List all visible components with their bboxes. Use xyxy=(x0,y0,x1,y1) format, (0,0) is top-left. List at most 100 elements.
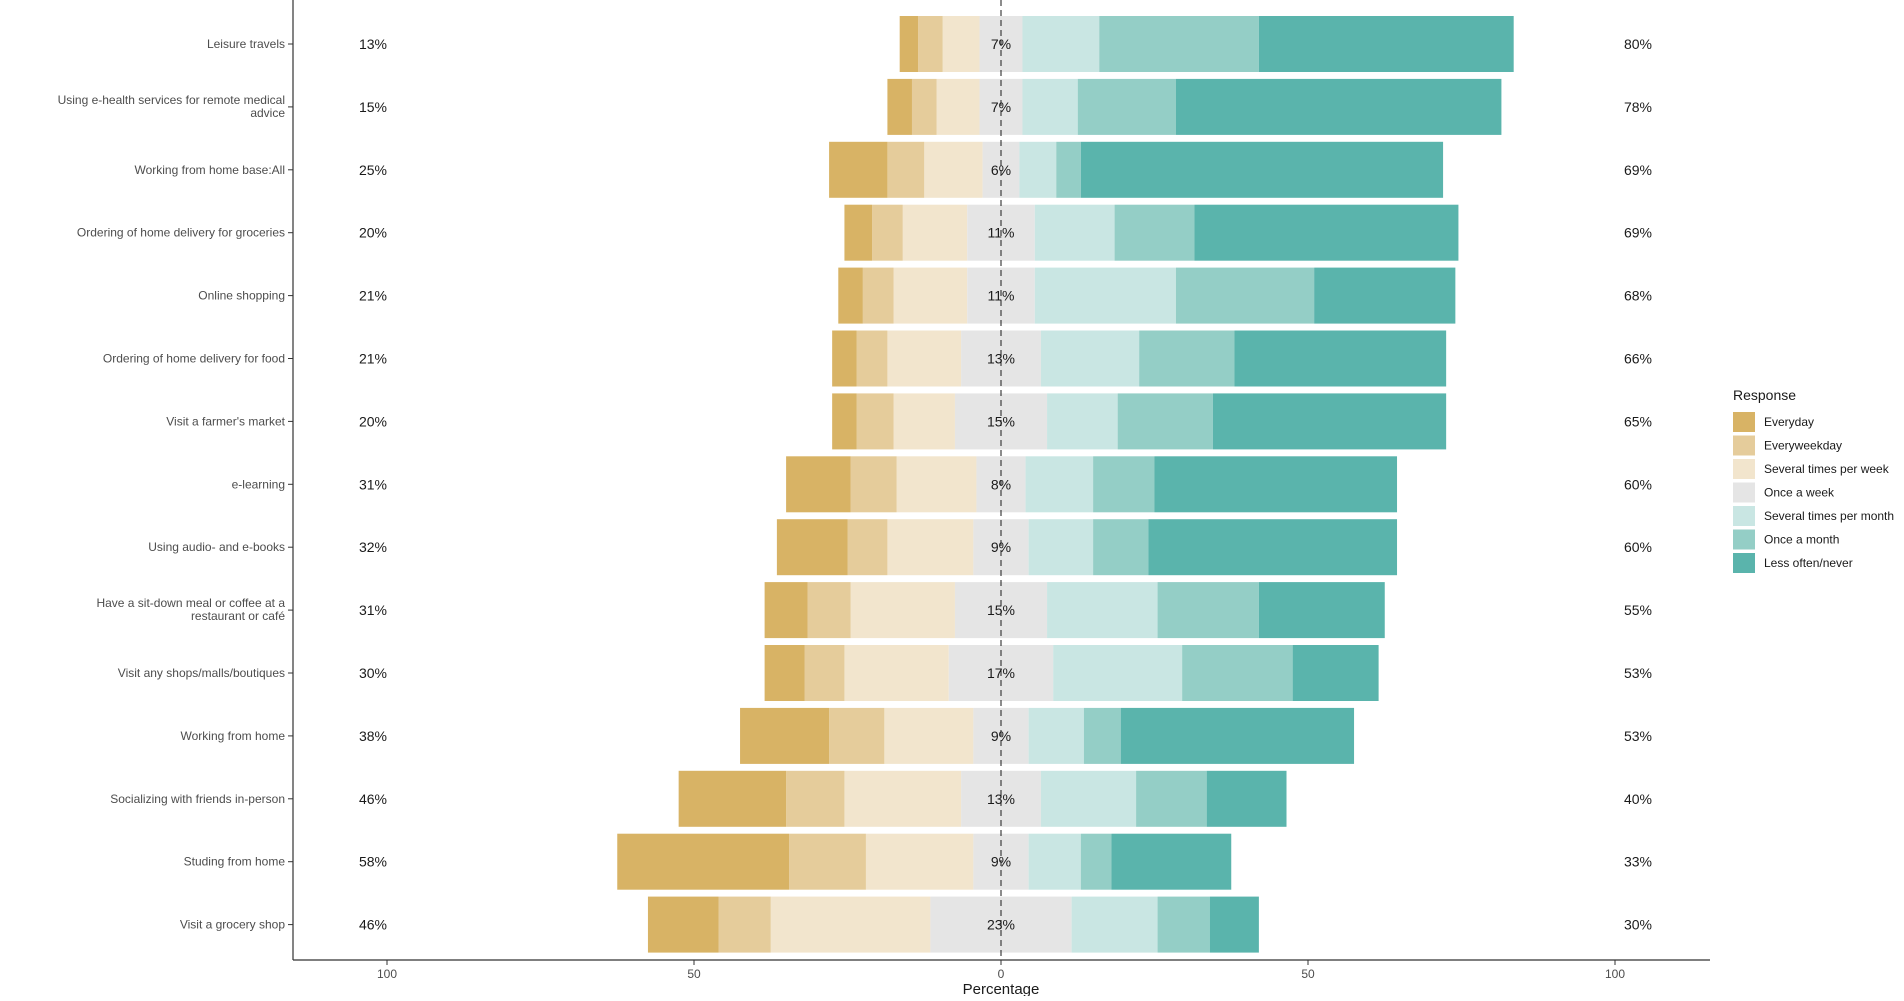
neutral-label: 6% xyxy=(991,162,1011,178)
right-total-label: 69% xyxy=(1624,225,1652,241)
bar-segment xyxy=(887,519,974,576)
bar-segment xyxy=(647,896,719,953)
bar-segment xyxy=(832,330,857,387)
bar-segment xyxy=(1053,645,1183,701)
bar-segment xyxy=(617,833,790,890)
left-total-label: 31% xyxy=(359,476,387,492)
left-total-label: 20% xyxy=(359,225,387,241)
right-total-label: 80% xyxy=(1624,36,1652,52)
legend-item-label: Several times per month xyxy=(1764,509,1894,523)
bar-segment xyxy=(740,707,830,764)
bar-segment xyxy=(844,645,949,701)
category-label: Visit a farmer's market xyxy=(166,414,285,428)
category-label: Visit any shops/malls/boutiques xyxy=(118,666,285,680)
bar-segment xyxy=(1139,330,1235,387)
x-tick-label: 50 xyxy=(687,967,701,981)
bar-segment xyxy=(807,582,851,639)
x-tick-label: 100 xyxy=(1605,967,1625,981)
bar-segment xyxy=(776,519,848,576)
legend-swatch xyxy=(1733,435,1755,456)
legend-item-label: Once a month xyxy=(1764,533,1839,547)
legend-swatch xyxy=(1733,506,1755,526)
bar-segment xyxy=(896,456,977,513)
neutral-label: 13% xyxy=(987,791,1015,807)
legend-title: Response xyxy=(1733,387,1796,403)
bar-segment xyxy=(1022,16,1100,72)
bar-segment xyxy=(1025,456,1094,513)
bar-segment xyxy=(1234,330,1447,387)
bar-segment xyxy=(829,707,885,764)
legend-swatch xyxy=(1733,412,1755,432)
bar-segment xyxy=(1148,519,1398,576)
bar-segment xyxy=(1022,78,1078,135)
left-total-label: 13% xyxy=(359,36,387,52)
bar-segment xyxy=(1040,330,1140,387)
category-label: Online shopping xyxy=(198,289,285,303)
bar-segment xyxy=(678,770,787,827)
left-total-label: 25% xyxy=(359,162,387,178)
bar-segment xyxy=(1258,16,1514,72)
bar-segment xyxy=(1047,582,1158,639)
bar-segment xyxy=(1040,770,1137,827)
bar-segment xyxy=(844,204,873,261)
bar-segment xyxy=(961,330,1041,387)
bar-segment xyxy=(893,267,968,324)
left-total-label: 46% xyxy=(359,917,387,933)
bar-segment xyxy=(1117,393,1213,450)
bar-segment xyxy=(902,204,968,261)
legend-item-label: Less often/never xyxy=(1764,556,1853,570)
neutral-label: 7% xyxy=(991,99,1011,115)
bar-segment xyxy=(862,267,894,324)
right-total-label: 55% xyxy=(1624,602,1652,618)
left-total-label: 15% xyxy=(359,99,387,115)
category-label: Leisure travels xyxy=(207,37,285,51)
bar-segment xyxy=(850,582,955,639)
category-label: Working from home xyxy=(181,729,286,743)
right-total-label: 68% xyxy=(1624,288,1652,304)
bar-segment xyxy=(844,770,962,827)
left-total-label: 58% xyxy=(359,854,387,870)
right-total-label: 53% xyxy=(1624,728,1652,744)
bar-segment xyxy=(1136,770,1207,827)
bar-segment xyxy=(893,393,955,450)
bar-segment xyxy=(1034,267,1176,324)
bar-segment xyxy=(1212,393,1447,450)
bar-segment xyxy=(1093,519,1149,576)
bar-segment xyxy=(1206,770,1287,827)
bar-segment xyxy=(838,267,863,324)
bar-segment xyxy=(1019,141,1057,198)
bar-segment xyxy=(1083,707,1121,764)
bar-segment xyxy=(911,78,937,135)
bar-segment xyxy=(764,582,808,639)
category-label: Using e-health services for remote medic… xyxy=(58,93,286,120)
right-total-label: 66% xyxy=(1624,351,1652,367)
bar-segment xyxy=(804,645,845,701)
category-label: Studing from home xyxy=(184,855,286,869)
bar-segment xyxy=(1175,78,1502,135)
category-label: Ordering of home delivery for groceries xyxy=(77,226,285,240)
bar-segment xyxy=(936,78,980,135)
legend-swatch xyxy=(1733,459,1755,479)
left-total-label: 46% xyxy=(359,791,387,807)
bar-segment xyxy=(1114,204,1195,261)
legend-item-label: Everyweekday xyxy=(1764,439,1842,453)
bar-segment xyxy=(1182,645,1293,701)
bar-segment xyxy=(1034,204,1115,261)
x-tick-label: 50 xyxy=(1301,967,1315,981)
legend-swatch xyxy=(1733,553,1755,573)
legend-swatch xyxy=(1733,529,1755,550)
right-total-label: 78% xyxy=(1624,99,1652,115)
bar-segment xyxy=(1157,896,1210,953)
left-total-label: 21% xyxy=(359,351,387,367)
bar-segment xyxy=(887,141,925,198)
category-label: Ordering of home delivery for food xyxy=(103,352,285,366)
right-total-label: 53% xyxy=(1624,665,1652,681)
left-total-label: 20% xyxy=(359,413,387,429)
legend-item-label: Everyday xyxy=(1764,415,1814,429)
left-total-label: 21% xyxy=(359,288,387,304)
bar-segment xyxy=(1120,707,1355,764)
bar-segment xyxy=(942,16,980,72)
bar-segment xyxy=(1077,78,1176,135)
